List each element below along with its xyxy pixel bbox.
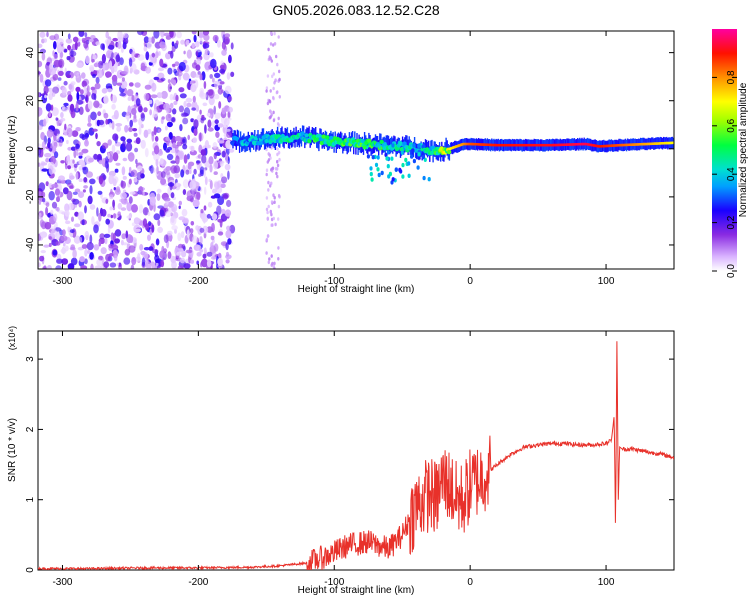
snr-x-tick-label: 0 — [467, 577, 473, 588]
snr-panel: -300 -200 -100 0 100 0 1 2 3 Height of straight… — [7, 326, 675, 596]
colorbar-tick-label: 0.4 — [726, 167, 737, 181]
spectrogram-y-tick-label: -20 — [25, 189, 36, 204]
snr-x-axis: -300 -200 -100 0 100 — [52, 331, 615, 588]
snr-x-tick-label: -100 — [324, 577, 344, 588]
spectrogram-y-tick-label: 0 — [25, 146, 36, 152]
spectrogram-y-label: Frequency (Hz) — [7, 116, 18, 185]
snr-x-tick-label: 100 — [598, 577, 615, 588]
colorbar-tick-label: 0.8 — [726, 70, 737, 84]
spectrogram-x-tick-label: -200 — [188, 276, 208, 287]
figure-title: GN05.2026.083.12.52.C28 — [272, 2, 440, 18]
snr-x-tick-label: -200 — [188, 577, 208, 588]
spectrogram-heatmap — [38, 31, 674, 269]
snr-frame — [37, 330, 675, 571]
colorbar-tick-label: 0.2 — [726, 215, 737, 229]
spectrogram-x-axis: -300 -200 -100 0 100 — [52, 31, 615, 287]
snr-x-tick-label: -300 — [52, 577, 72, 588]
snr-y-multiplier: (x10⁴) — [7, 326, 17, 350]
spectrogram-y-axis: -40 -20 0 20 40 — [25, 47, 674, 252]
spectrogram-frame — [37, 30, 675, 270]
spectrogram-y-tick-label: 40 — [25, 47, 36, 59]
snr-y-axis: 0 1 2 3 — [25, 356, 674, 573]
colorbar-axis: 0.0 0.2 0.4 0.6 0.8 — [712, 70, 737, 278]
spectrogram-x-tick-label: 100 — [598, 276, 615, 287]
spectrogram-y-tick-label: 20 — [25, 95, 36, 107]
colorbar-tick-label: 0.0 — [726, 264, 737, 278]
colorbar-gradient — [712, 29, 737, 271]
colorbar: 0.0 0.2 0.4 0.6 0.8 Normalized spectral ampl… — [712, 29, 749, 278]
spectrogram-y-tick-label: -40 — [25, 237, 36, 252]
colorbar-label: Normalized spectral amplitude — [738, 82, 749, 217]
colorbar-tick-label: 0.6 — [726, 118, 737, 132]
spectrogram-x-tick-label: 0 — [467, 276, 473, 287]
snr-y-tick-label: 2 — [25, 426, 36, 432]
spectrogram-x-tick-label: -300 — [52, 276, 72, 287]
spectrogram-x-label: Height of straight line (km) — [298, 284, 415, 295]
snr-y-tick-label: 0 — [25, 567, 36, 573]
snr-x-label: Height of straight line (km) — [298, 585, 415, 596]
snr-series-line — [38, 341, 674, 570]
snr-y-label: SNR (10 * v/v) — [7, 418, 18, 482]
snr-y-tick-label: 1 — [25, 496, 36, 502]
spectrogram-x-tick-label: -100 — [324, 276, 344, 287]
snr-y-tick-label: 3 — [25, 356, 36, 362]
